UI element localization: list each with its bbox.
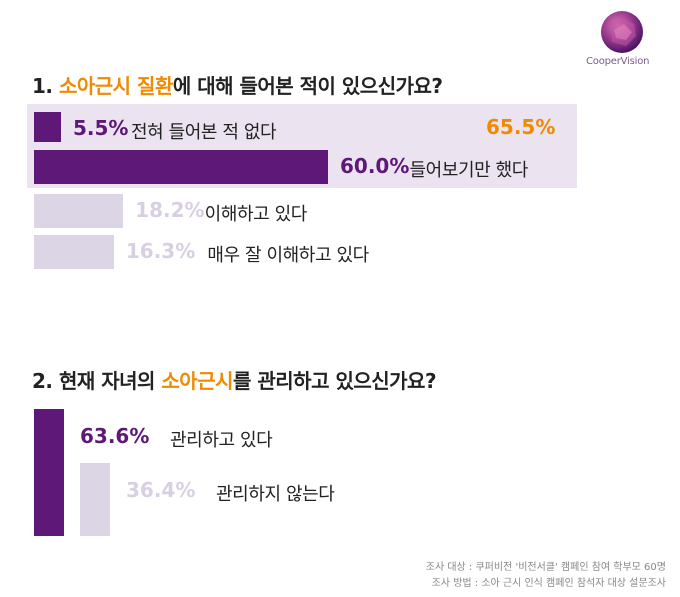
q1-bar-1 <box>34 150 328 184</box>
q1-category-label-2: 이해하고 있다 <box>204 204 308 225</box>
question2-highlight: 소아근시 <box>161 369 234 393</box>
question2-title: 2. 현재 자녀의 소아근시를 관리하고 있으신가요? <box>32 369 437 393</box>
footnote-method: 조사 방법 : 소아 근시 인식 캠페인 참석자 대상 설문조사 <box>431 578 666 589</box>
q1-category-label-3: 매우 잘 이해하고 있다 <box>207 245 369 266</box>
q1-total-callout: 65.5% <box>486 115 556 139</box>
q2-category-label-0: 관리하고 있다 <box>170 429 273 451</box>
question1-highlight: 소아근시 질환 <box>58 74 173 98</box>
q1-bar-0 <box>34 112 61 142</box>
q1-category-label-1: 들어보기만 했다 <box>409 160 529 181</box>
q1-value-label-1: 60.0% <box>340 154 410 178</box>
question1-title: 1. 소아근시 질환에 대해 들어본 적이 있으신가요? <box>32 74 443 98</box>
q1-value-label-3: 16.3% <box>125 239 196 263</box>
coopervision-logo-icon <box>601 11 643 53</box>
q1-category-label-0: 전혀 들어본 적 없다 <box>130 122 277 143</box>
q1-value-label-0: 5.5% <box>72 116 129 140</box>
q1-bar-3 <box>34 235 114 269</box>
q1-bar-2 <box>34 194 124 228</box>
q2-value-label-1: 36.4% <box>126 478 196 503</box>
q2-bar-0 <box>34 408 64 536</box>
q2-category-label-1: 관리하지 않는다 <box>216 484 335 506</box>
q1-value-label-2: 18.2% <box>135 198 205 222</box>
q2-bar-1 <box>80 463 110 536</box>
logo-text: CooperVision <box>586 56 650 67</box>
q2-value-label-0: 63.6% <box>80 423 150 448</box>
footnote-target: 조사 대상 : 쿠퍼비전 '비전서클' 캠페인 참여 학부모 60명 <box>425 562 666 573</box>
